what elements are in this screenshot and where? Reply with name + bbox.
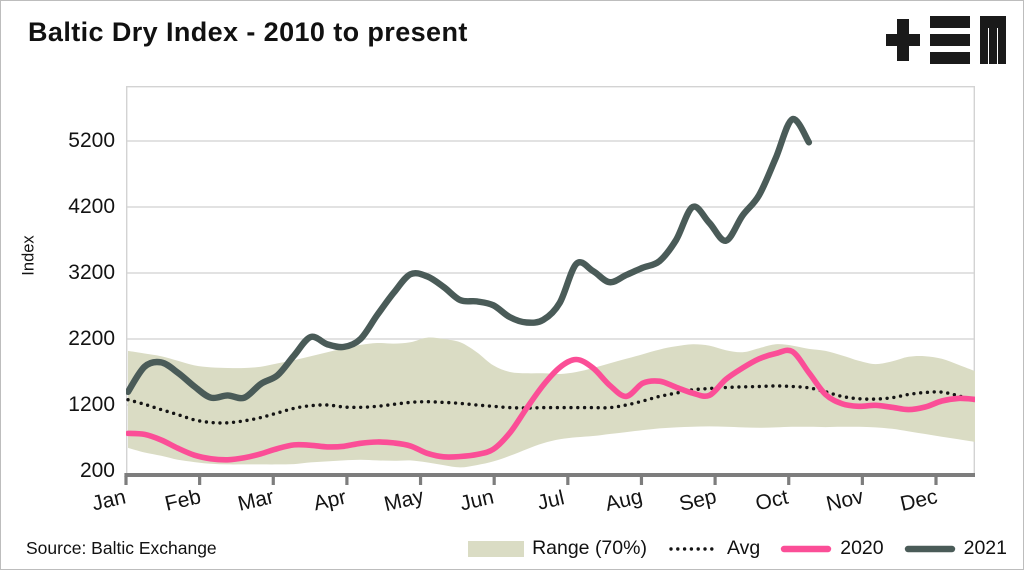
source-note: Source: Baltic Exchange: [26, 538, 217, 559]
y-tick-label-4200: 4200: [31, 194, 115, 220]
y-tick-label-200: 200: [31, 458, 115, 484]
legend-label: 2020: [840, 537, 883, 560]
legend-item-range-70: Range (70%): [468, 537, 647, 560]
chart-window: Baltic Dry Index - 2010 to present Index…: [0, 0, 1024, 570]
legend-label: Range (70%): [532, 537, 647, 560]
legend-item-avg: Avg: [667, 537, 760, 560]
legend-item-2020: 2020: [780, 537, 883, 560]
y-tick-label-1200: 1200: [31, 392, 115, 418]
legend-swatch-line-2020: [780, 543, 832, 555]
legend-swatch-dotted: [667, 543, 719, 555]
y-tick-label-3200: 3200: [31, 260, 115, 286]
y-tick-label-5200: 5200: [31, 128, 115, 154]
legend-item-2021: 2021: [904, 537, 1007, 560]
series-layer: [128, 119, 975, 467]
x-axis: [124, 475, 975, 485]
chart-legend: Range (70%) Avg 2020 2021: [468, 537, 1007, 560]
legend-label: 2021: [964, 537, 1007, 560]
y-tick-label-2200: 2200: [31, 326, 115, 352]
legend-swatch-line-2021: [904, 543, 956, 555]
legend-swatch-band: [468, 541, 524, 557]
legend-label: Avg: [727, 537, 760, 560]
